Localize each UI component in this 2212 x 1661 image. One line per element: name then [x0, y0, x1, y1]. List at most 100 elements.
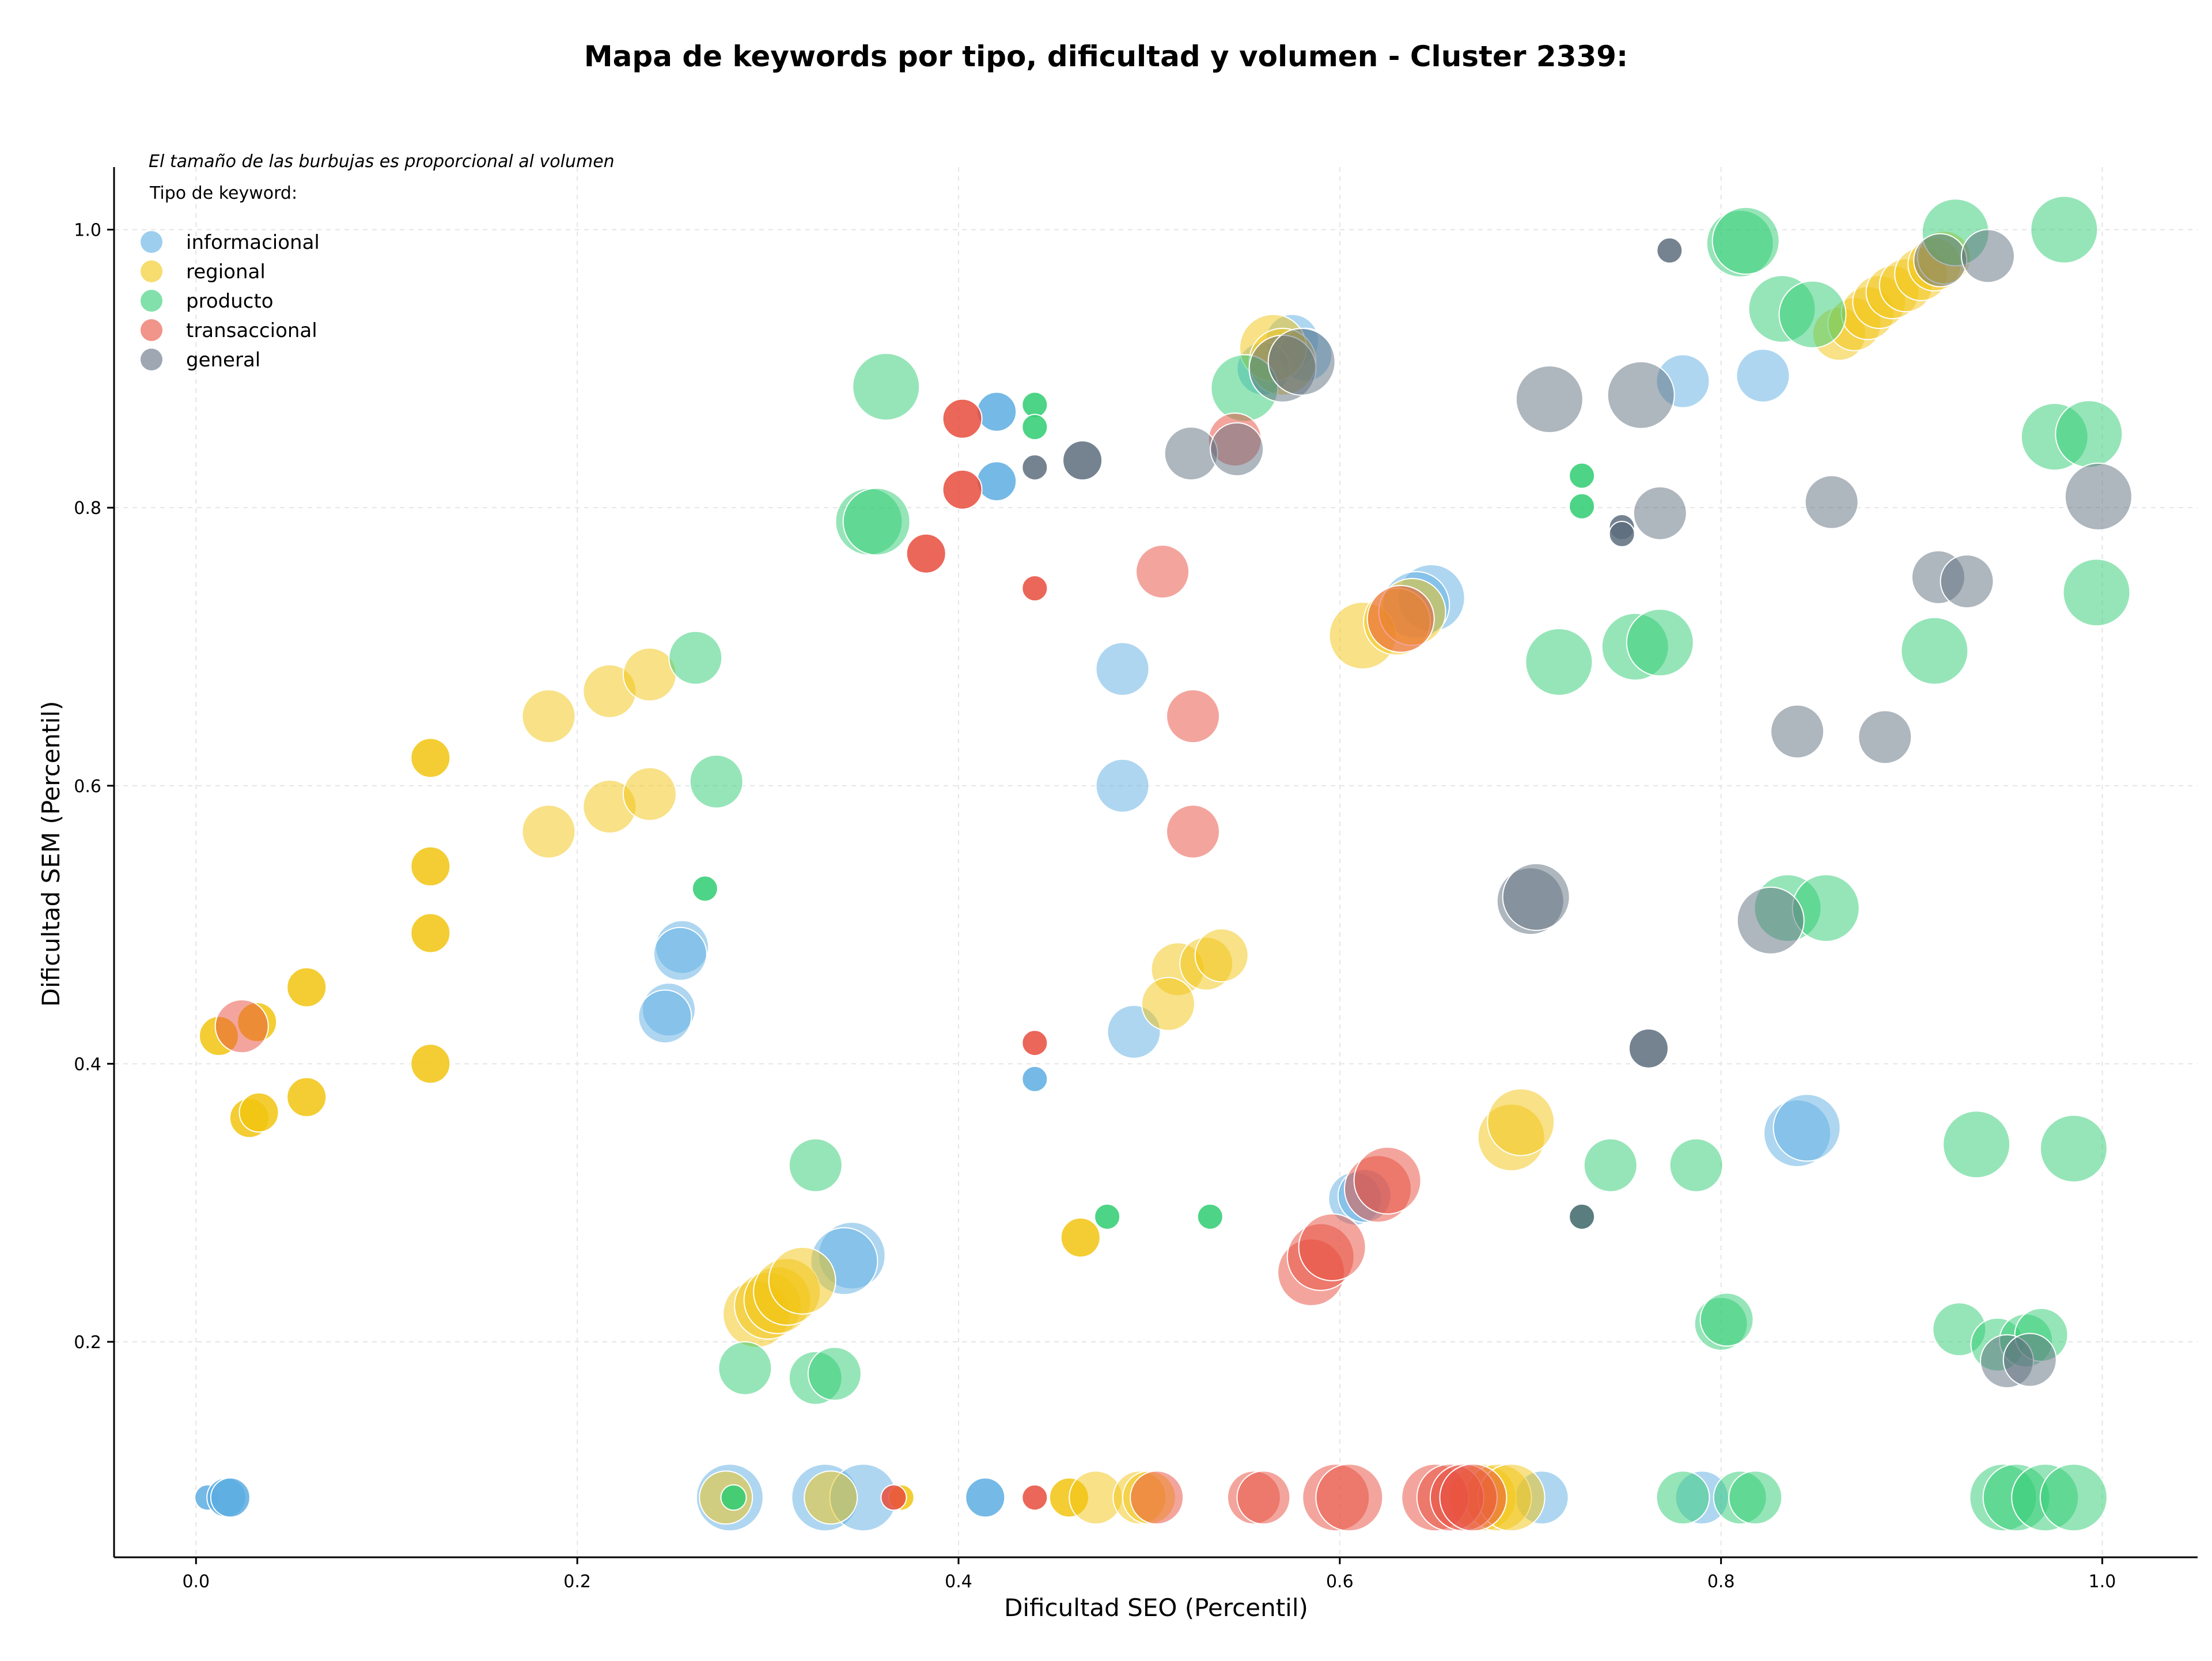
bubble-transaccional[interactable]	[1166, 689, 1221, 744]
bubble-regional[interactable]	[238, 1092, 279, 1133]
bubble-transaccional[interactable]	[906, 533, 946, 574]
bubble-producto[interactable]	[689, 754, 744, 809]
bubble-general[interactable]	[1502, 862, 1570, 931]
bubble-regional[interactable]	[410, 913, 451, 954]
bubble-producto[interactable]	[842, 487, 911, 556]
bubble-general[interactable]	[1858, 710, 1912, 765]
bubble-regional[interactable]	[1487, 1088, 1555, 1156]
bubble-general[interactable]	[1608, 521, 1635, 548]
bubble-producto[interactable]	[668, 630, 723, 685]
bubble-regional[interactable]	[768, 1246, 836, 1315]
bubble-producto[interactable]	[1583, 1138, 1638, 1193]
bubble-producto[interactable]	[1778, 280, 1847, 349]
bubble-general[interactable]	[2064, 462, 2133, 531]
bubble-transaccional[interactable]	[1021, 1030, 1048, 1057]
bubble-regional[interactable]	[804, 1470, 858, 1525]
bubble-general[interactable]	[1633, 486, 1687, 540]
bubble-informacional[interactable]	[1772, 1094, 1841, 1162]
bubble-transaccional[interactable]	[1315, 1463, 1384, 1532]
bubble-producto[interactable]	[1942, 1110, 2011, 1179]
bubble-general[interactable]	[1569, 1203, 1596, 1230]
bubble-transaccional[interactable]	[1439, 1463, 1508, 1532]
bubble-transaccional[interactable]	[214, 999, 269, 1054]
legend-marker-informacional	[141, 231, 162, 253]
bubble-general[interactable]	[1607, 361, 1675, 429]
bubble-regional[interactable]	[622, 647, 677, 702]
bubble-general[interactable]	[1628, 1028, 1669, 1069]
bubble-informacional[interactable]	[976, 391, 1017, 432]
bubble-general[interactable]	[1736, 886, 1805, 955]
bubble-informacional[interactable]	[965, 1477, 1006, 1518]
bubble-producto[interactable]	[1711, 206, 1780, 275]
bubble-producto[interactable]	[1728, 1470, 1783, 1525]
bubble-general[interactable]	[1062, 440, 1103, 481]
bubble-transaccional[interactable]	[1021, 1484, 1048, 1511]
bubble-producto[interactable]	[1900, 616, 1969, 685]
bubble-producto[interactable]	[1626, 608, 1694, 677]
bubble-transaccional[interactable]	[1021, 575, 1048, 602]
bubble-transaccional[interactable]	[942, 469, 983, 510]
bubble-producto[interactable]	[2039, 1463, 2108, 1532]
bubble-general[interactable]	[2002, 1333, 2057, 1387]
bubble-regional[interactable]	[622, 767, 677, 822]
bubble-producto[interactable]	[2062, 558, 2131, 627]
bubble-producto[interactable]	[1699, 1292, 1754, 1347]
bubble-transaccional[interactable]	[1353, 1147, 1422, 1215]
bubble-general[interactable]	[1960, 229, 2015, 283]
bubble-general[interactable]	[1804, 475, 1859, 529]
bubble-producto[interactable]	[718, 1341, 772, 1395]
bubble-general[interactable]	[1656, 237, 1683, 264]
bubble-producto[interactable]	[691, 875, 718, 902]
bubble-transaccional[interactable]	[942, 398, 983, 439]
bubble-transaccional[interactable]	[1130, 1470, 1184, 1525]
bubble-general[interactable]	[1940, 554, 1994, 609]
bubble-producto[interactable]	[2039, 1114, 2108, 1183]
bubble-informacional[interactable]	[1736, 348, 1790, 403]
bubble-regional[interactable]	[1194, 928, 1249, 983]
bubble-producto[interactable]	[852, 353, 921, 421]
bubble-producto[interactable]	[1094, 1203, 1121, 1230]
bubble-general[interactable]	[1210, 422, 1264, 476]
bubble-producto[interactable]	[807, 1346, 862, 1401]
bubble-informacional[interactable]	[1095, 758, 1150, 813]
bubble-informacional[interactable]	[210, 1477, 251, 1518]
bubble-regional[interactable]	[410, 737, 451, 778]
bubble-producto[interactable]	[1669, 1138, 1724, 1193]
bubble-producto[interactable]	[1021, 391, 1048, 418]
bubble-regional[interactable]	[1060, 1217, 1101, 1258]
bubble-regional[interactable]	[1141, 977, 1196, 1031]
bubble-regional[interactable]	[410, 846, 451, 887]
bubble-informacional[interactable]	[1095, 642, 1150, 697]
bubble-regional[interactable]	[286, 967, 327, 1008]
bubble-producto[interactable]	[1196, 1203, 1224, 1230]
bubble-producto[interactable]	[720, 1484, 747, 1511]
bubble-general[interactable]	[1021, 454, 1048, 481]
bubble-informacional[interactable]	[653, 926, 707, 981]
bubble-general[interactable]	[1913, 233, 1968, 287]
bubble-general[interactable]	[1164, 426, 1218, 481]
bubble-producto[interactable]	[2055, 400, 2123, 468]
bubble-producto[interactable]	[1021, 414, 1048, 441]
bubble-regional[interactable]	[521, 804, 576, 859]
bubble-transaccional[interactable]	[1366, 585, 1435, 653]
bubble-producto[interactable]	[1569, 462, 1596, 489]
bubble-general[interactable]	[1267, 327, 1336, 396]
bubble-transaccional[interactable]	[1236, 1470, 1291, 1525]
bubble-informacional[interactable]	[638, 989, 692, 1044]
bubble-transaccional[interactable]	[1298, 1213, 1366, 1281]
bubble-informacional[interactable]	[976, 461, 1017, 502]
bubble-informacional[interactable]	[1021, 1065, 1048, 1092]
bubble-general[interactable]	[1515, 365, 1584, 433]
bubble-producto[interactable]	[1656, 1470, 1710, 1525]
bubble-producto[interactable]	[788, 1138, 843, 1193]
bubble-transaccional[interactable]	[1166, 804, 1221, 859]
bubble-producto[interactable]	[1569, 493, 1596, 520]
bubble-transaccional[interactable]	[880, 1484, 907, 1511]
bubble-transaccional[interactable]	[1135, 544, 1190, 599]
bubble-regional[interactable]	[286, 1077, 327, 1118]
bubble-producto[interactable]	[1525, 628, 1593, 697]
bubble-producto[interactable]	[2030, 195, 2099, 264]
bubble-regional[interactable]	[410, 1043, 451, 1084]
bubble-regional[interactable]	[521, 689, 576, 744]
bubble-general[interactable]	[1770, 704, 1825, 759]
